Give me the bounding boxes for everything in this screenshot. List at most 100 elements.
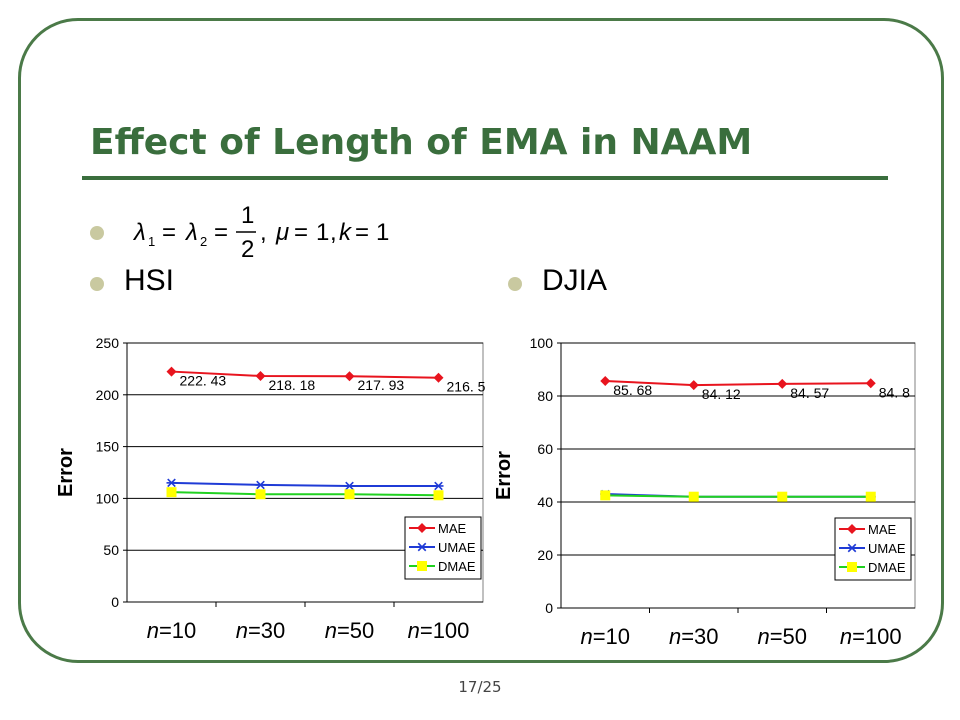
hsi-legend-label-dmae: DMAE bbox=[438, 559, 476, 574]
formula-denominator: 2 bbox=[241, 236, 254, 262]
hsi-ytick-label-2: 100 bbox=[96, 490, 120, 506]
formula-eq2: = bbox=[214, 219, 228, 246]
bullet-label-djia: DJIA bbox=[542, 264, 608, 297]
djia-legend-marker-dmae bbox=[847, 562, 857, 572]
hsi-point-umae-2-stroke-d2 bbox=[345, 481, 354, 491]
djia-ytick-label-0: 0 bbox=[545, 600, 553, 616]
hsi-data-label-1: 218. 18 bbox=[269, 377, 316, 393]
formula-sub2: 2 bbox=[200, 234, 207, 249]
formula-one2: 1 bbox=[376, 219, 389, 246]
bullet-dot-formula bbox=[90, 226, 104, 240]
djia-point-mae-0 bbox=[600, 375, 611, 386]
djia-ylabel: Error bbox=[493, 451, 515, 500]
djia-point-mae-3 bbox=[865, 378, 876, 389]
hsi-point-umae-2 bbox=[344, 481, 355, 491]
hsi-point-dmae-3 bbox=[433, 490, 444, 501]
hsi-ytick-label-4: 200 bbox=[96, 387, 120, 403]
hsi-data-label-3: 216. 5 bbox=[447, 379, 486, 395]
djia-ytick-label-1: 20 bbox=[537, 547, 553, 563]
djia-legend-marker-umae-stroke-d2 bbox=[847, 543, 857, 553]
hsi-line-mae bbox=[171, 370, 439, 379]
hsi-point-dmae-1 bbox=[255, 489, 266, 500]
hsi-ytick-label-1: 50 bbox=[103, 542, 119, 558]
formula-eq4: = bbox=[355, 219, 369, 246]
bullet-dot-djia bbox=[508, 277, 522, 291]
hsi-point-mae-1 bbox=[255, 370, 266, 381]
hsi-point-dmae-0 bbox=[166, 487, 177, 498]
hsi-series-umae bbox=[166, 478, 444, 491]
hsi-line-dmae bbox=[171, 491, 439, 497]
bullet-label-hsi: HSI bbox=[124, 264, 175, 297]
hsi-point-umae-3 bbox=[433, 481, 444, 491]
hsi-series-mae bbox=[166, 366, 444, 383]
bullet-dot-hsi bbox=[90, 277, 104, 291]
hsi-xtick-label-0: n=10 bbox=[147, 618, 197, 643]
hsi-line-umae bbox=[171, 481, 439, 487]
page-number: 17/25 bbox=[458, 678, 502, 696]
djia-point-dmae-2 bbox=[777, 491, 788, 502]
djia-data-label-0: 85. 68 bbox=[613, 382, 652, 398]
djia-xtick-label-3: n=100 bbox=[840, 624, 902, 649]
hsi-ytick-label-0: 0 bbox=[111, 594, 119, 610]
formula-lambda1: λ bbox=[132, 219, 146, 246]
djia-point-mae-1 bbox=[688, 380, 699, 391]
hsi-legend-marker-umae bbox=[417, 542, 427, 552]
formula-eq3: = bbox=[294, 219, 308, 246]
parameter-formula: λ 1 = λ 2 = 1 2 , μ = 1 , k = 1 bbox=[132, 202, 389, 262]
djia-ytick-label-5: 100 bbox=[530, 335, 554, 351]
djia-data-label-3: 84. 8 bbox=[879, 384, 910, 400]
djia-legend-marker-umae bbox=[847, 543, 857, 553]
formula-k: k bbox=[339, 219, 353, 246]
formula-mu: μ bbox=[275, 219, 289, 246]
djia-ytick-label-2: 40 bbox=[537, 494, 553, 510]
djia-series-mae bbox=[600, 375, 876, 391]
formula-lambda2: λ bbox=[184, 219, 198, 246]
hsi-point-mae-0 bbox=[166, 366, 177, 377]
hsi-ytick-label-3: 150 bbox=[96, 439, 120, 455]
formula-comma1: , bbox=[260, 219, 267, 246]
hsi-ylabel: Error bbox=[55, 448, 77, 497]
djia-legend-label-dmae: DMAE bbox=[868, 560, 906, 575]
hsi-point-mae-3 bbox=[433, 372, 444, 383]
formula-comma2: , bbox=[330, 219, 337, 246]
djia-point-dmae-3 bbox=[865, 491, 876, 502]
hsi-legend-label-umae: UMAE bbox=[438, 540, 476, 555]
djia-xtick-label-1: n=30 bbox=[669, 624, 719, 649]
hsi-xtick-label-1: n=30 bbox=[236, 618, 286, 643]
hsi-point-umae-1-stroke-d2 bbox=[256, 480, 265, 490]
djia-ytick-label-4: 80 bbox=[537, 388, 553, 404]
hsi-legend-marker-mae bbox=[417, 523, 427, 533]
hsi-data-label-0: 222. 43 bbox=[180, 373, 227, 389]
slide-title: Effect of Length of EMA in NAAM bbox=[90, 122, 753, 163]
djia-point-dmae-1 bbox=[688, 491, 699, 502]
djia-chart: 0 20 40 60 80 100 Error n=10 n=30 n=50 n=100 85. 68… bbox=[493, 335, 916, 649]
djia-line-mae bbox=[605, 379, 871, 387]
djia-legend-marker-mae bbox=[847, 524, 857, 534]
djia-legend-label-mae: MAE bbox=[868, 522, 897, 537]
hsi-legend-label-mae: MAE bbox=[438, 521, 467, 536]
hsi-legend-marker-umae-stroke-d2 bbox=[417, 542, 427, 552]
formula-eq1: = bbox=[162, 219, 176, 246]
djia-ytick-label-3: 60 bbox=[537, 441, 553, 457]
hsi-chart: 0 50 100 150 200 250 Error n=10 n=30 n=50 n=100 222… bbox=[55, 335, 486, 643]
formula-sub1: 1 bbox=[148, 234, 155, 249]
hsi-point-umae-0-stroke-d2 bbox=[167, 478, 176, 488]
djia-data-label-2: 84. 57 bbox=[790, 385, 829, 401]
formula-numerator: 1 bbox=[241, 202, 254, 229]
hsi-legend-marker-dmae bbox=[417, 561, 427, 571]
hsi-series-dmae bbox=[166, 487, 444, 501]
hsi-point-mae-2 bbox=[344, 371, 355, 382]
djia-point-mae-2 bbox=[777, 378, 788, 389]
hsi-ytick-label-5: 250 bbox=[96, 335, 120, 351]
djia-xtick-label-2: n=50 bbox=[757, 624, 807, 649]
djia-legend-label-umae: UMAE bbox=[868, 541, 906, 556]
djia-data-label-1: 84. 12 bbox=[702, 386, 741, 402]
hsi-point-umae-0 bbox=[166, 478, 177, 488]
formula-one: 1 bbox=[316, 219, 329, 246]
djia-series-dmae bbox=[600, 490, 876, 502]
title-underline bbox=[82, 176, 888, 180]
slide-frame bbox=[18, 18, 944, 663]
hsi-point-umae-1 bbox=[255, 480, 266, 490]
hsi-data-label-2: 217. 93 bbox=[358, 377, 405, 393]
hsi-xtick-label-3: n=100 bbox=[408, 618, 470, 643]
